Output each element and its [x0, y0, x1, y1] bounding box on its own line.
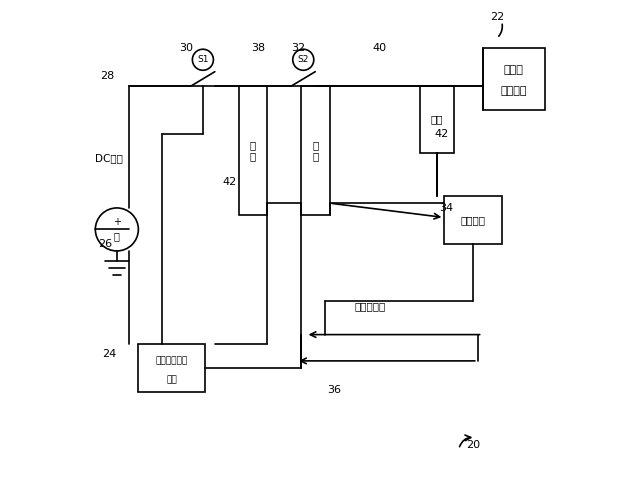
Text: 絶
縁: 絶 縁	[250, 140, 256, 162]
Text: 回路: 回路	[166, 376, 177, 384]
Text: 40: 40	[372, 43, 387, 53]
Text: S1: S1	[197, 55, 209, 64]
Text: 42: 42	[222, 177, 236, 186]
Text: 30: 30	[179, 43, 193, 53]
Text: 絶縁: 絶縁	[431, 115, 444, 124]
Bar	[239, 86, 268, 215]
Text: 34: 34	[440, 203, 454, 213]
Text: 安全チェーン: 安全チェーン	[156, 357, 188, 365]
Text: 24: 24	[102, 349, 117, 358]
Bar	[420, 86, 454, 153]
Text: 26: 26	[98, 239, 112, 249]
Text: ゲート: ゲート	[504, 65, 524, 75]
Text: 36: 36	[327, 385, 341, 394]
Text: 駆動電力: 駆動電力	[500, 87, 527, 96]
Text: DC電源: DC電源	[95, 153, 124, 163]
Text: 20: 20	[466, 440, 480, 449]
Text: 32: 32	[291, 43, 305, 53]
Text: 28: 28	[100, 72, 115, 81]
Text: S2: S2	[298, 55, 309, 64]
Bar	[483, 48, 545, 110]
Text: +: +	[113, 217, 121, 227]
Text: 絶
縁: 絶 縁	[312, 140, 318, 162]
Text: 22: 22	[490, 12, 504, 22]
Bar	[444, 196, 502, 244]
Bar	[138, 344, 205, 392]
Bar	[301, 86, 330, 215]
Text: －: －	[114, 232, 120, 241]
Text: 42: 42	[435, 129, 449, 139]
Text: 監視装置: 監視装置	[460, 215, 486, 225]
Text: エネイブル: エネイブル	[355, 301, 386, 311]
Text: 38: 38	[251, 43, 265, 53]
